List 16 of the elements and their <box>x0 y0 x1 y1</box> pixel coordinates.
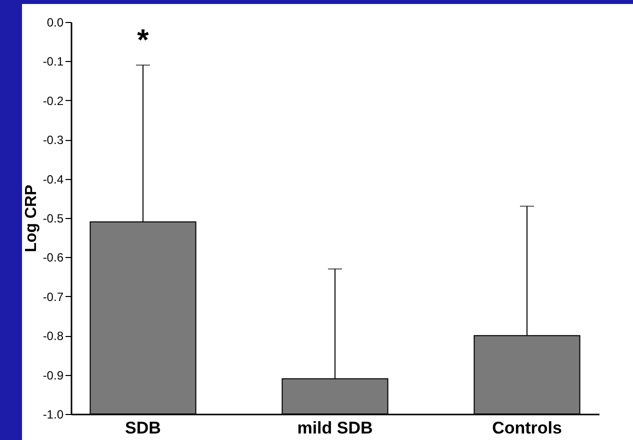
y-tick-label: -0.3 <box>42 133 64 148</box>
y-tick-label: -1.0 <box>42 408 64 422</box>
y-axis-title: Log CRP <box>22 184 40 252</box>
y-tick-label: -0.4 <box>42 172 64 186</box>
y-tick-label: -0.8 <box>42 329 64 344</box>
x-tick-label: Controls <box>492 418 562 438</box>
x-tick-label: SDB <box>125 418 161 438</box>
y-tick-label: 0.0 <box>46 16 64 30</box>
y-tick-label: -0.2 <box>42 94 64 108</box>
y-tick-label: -0.7 <box>42 290 64 304</box>
y-tick-label: -0.6 <box>42 250 64 265</box>
x-tick-label: mild SDB <box>297 418 373 438</box>
y-tick-label: -0.9 <box>42 368 64 382</box>
y-tick-label: -0.5 <box>42 212 64 226</box>
annotation: * <box>137 24 150 57</box>
y-tick-label: -0.1 <box>42 54 64 69</box>
